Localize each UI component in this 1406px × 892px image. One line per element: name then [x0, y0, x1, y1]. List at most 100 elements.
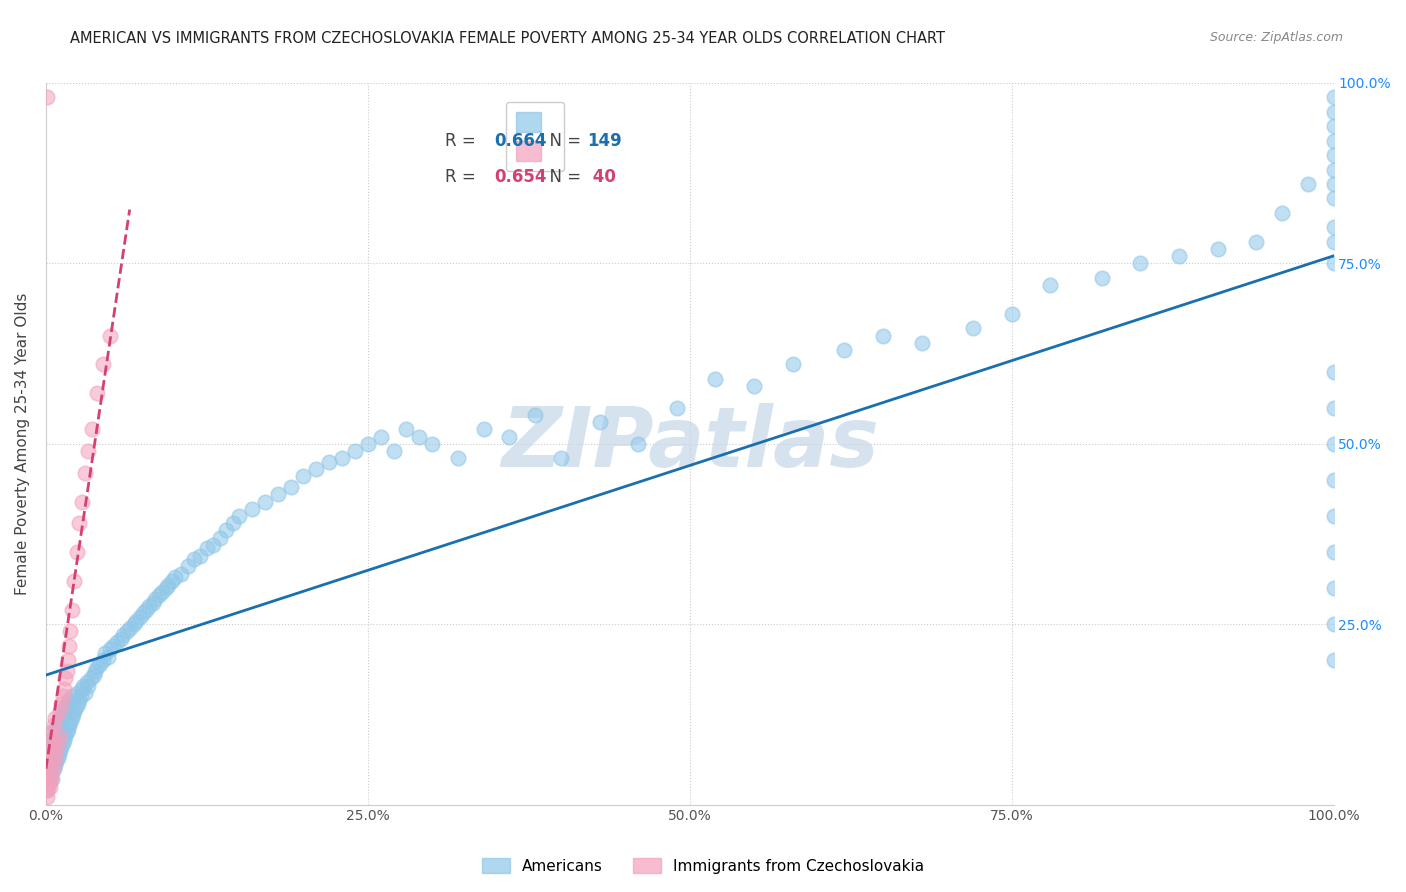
Text: Source: ZipAtlas.com: Source: ZipAtlas.com — [1209, 31, 1343, 45]
Point — [42, 736, 65, 750]
Point — [318, 455, 340, 469]
Point — [41, 750, 63, 764]
Point — [129, 610, 152, 624]
Point — [1322, 256, 1344, 270]
Point — [69, 690, 91, 704]
Point — [56, 653, 79, 667]
Point — [66, 686, 89, 700]
Point — [524, 408, 547, 422]
Point — [63, 704, 86, 718]
Text: AMERICAN VS IMMIGRANTS FROM CZECHOSLOVAKIA FEMALE POVERTY AMONG 25-34 YEAR OLDS : AMERICAN VS IMMIGRANTS FROM CZECHOSLOVAK… — [70, 31, 945, 46]
Point — [55, 725, 77, 739]
Point — [48, 747, 70, 761]
Point — [38, 732, 60, 747]
Text: N =: N = — [538, 168, 586, 186]
Point — [41, 725, 63, 739]
Point — [1322, 235, 1344, 249]
Point — [67, 697, 90, 711]
Y-axis label: Female Poverty Among 25-34 Year Olds: Female Poverty Among 25-34 Year Olds — [15, 293, 30, 595]
Point — [77, 444, 100, 458]
Point — [704, 372, 727, 386]
Point — [41, 765, 63, 780]
Point — [41, 772, 63, 787]
Point — [51, 739, 73, 754]
Point — [48, 729, 70, 743]
Point — [115, 624, 138, 639]
Point — [94, 646, 117, 660]
Point — [138, 599, 160, 614]
Point — [142, 596, 165, 610]
Point — [118, 621, 141, 635]
Text: 0.664: 0.664 — [494, 132, 547, 150]
Point — [39, 732, 62, 747]
Point — [447, 451, 470, 466]
Point — [89, 657, 111, 671]
Point — [101, 639, 124, 653]
Point — [38, 776, 60, 790]
Point — [37, 790, 59, 805]
Point — [37, 769, 59, 783]
Point — [357, 437, 380, 451]
Point — [70, 682, 93, 697]
Point — [53, 671, 76, 685]
Point — [1246, 235, 1268, 249]
Point — [253, 494, 276, 508]
Point — [37, 783, 59, 797]
Point — [627, 437, 650, 451]
Text: 149: 149 — [586, 132, 621, 150]
Point — [163, 570, 186, 584]
Point — [1206, 242, 1229, 256]
Point — [59, 624, 82, 639]
Point — [38, 776, 60, 790]
Point — [1039, 278, 1062, 293]
Point — [122, 617, 145, 632]
Point — [83, 664, 105, 678]
Point — [228, 508, 250, 523]
Point — [420, 437, 443, 451]
Point — [1322, 617, 1344, 632]
Point — [190, 549, 212, 563]
Point — [69, 516, 91, 531]
Point — [53, 729, 76, 743]
Point — [65, 700, 87, 714]
Point — [170, 566, 193, 581]
Point — [280, 480, 302, 494]
Point — [782, 358, 804, 372]
Point — [550, 451, 572, 466]
Point — [69, 693, 91, 707]
Point — [105, 635, 128, 649]
Point — [60, 711, 83, 725]
Point — [52, 690, 75, 704]
Point — [49, 704, 72, 718]
Point — [872, 328, 894, 343]
Point — [395, 422, 418, 436]
Point — [44, 729, 66, 743]
Point — [38, 754, 60, 768]
Point — [52, 707, 75, 722]
Point — [82, 422, 104, 436]
Point — [1322, 653, 1344, 667]
Point — [80, 671, 103, 685]
Point — [1091, 270, 1114, 285]
Point — [39, 765, 62, 780]
Point — [49, 743, 72, 757]
Point — [472, 422, 495, 436]
Point — [215, 524, 238, 538]
Point — [1322, 120, 1344, 134]
Text: 0.654: 0.654 — [494, 168, 547, 186]
Point — [42, 718, 65, 732]
Point — [58, 639, 80, 653]
Point — [176, 559, 198, 574]
Point — [131, 607, 153, 621]
Point — [125, 614, 148, 628]
Point — [1322, 191, 1344, 205]
Point — [742, 379, 765, 393]
Point — [1322, 148, 1344, 162]
Point — [62, 707, 84, 722]
Point — [1322, 134, 1344, 148]
Point — [155, 581, 177, 595]
Text: R =: R = — [446, 132, 481, 150]
Point — [160, 574, 183, 588]
Point — [39, 772, 62, 787]
Point — [52, 736, 75, 750]
